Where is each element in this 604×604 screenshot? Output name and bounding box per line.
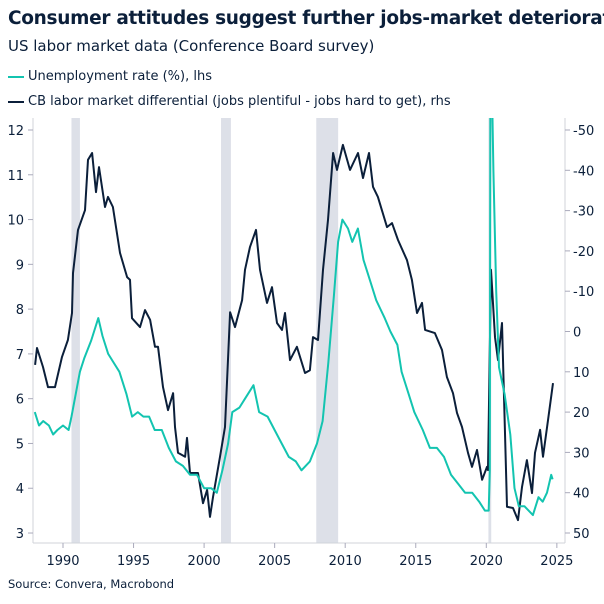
legend-label-unemployment: Unemployment rate (%), lhs xyxy=(28,69,212,84)
left-tick-label: 8 xyxy=(16,303,24,318)
recession-band xyxy=(71,118,80,543)
x-tick-label: 2020 xyxy=(470,554,503,569)
x-tick-label: 2005 xyxy=(258,554,291,569)
unemployment-rate-line xyxy=(33,118,554,517)
right-tick-label: 20 xyxy=(573,406,590,421)
legend-swatch-differential xyxy=(8,100,24,103)
x-tick-label: 2025 xyxy=(540,554,573,569)
x-tick-label: 1990 xyxy=(46,554,79,569)
right-tick-label: -50 xyxy=(573,124,594,139)
legend-label-differential: CB labor market differential (jobs plent… xyxy=(28,94,451,109)
left-tick-label: 4 xyxy=(16,482,24,497)
legend-item-differential: CB labor market differential (jobs plent… xyxy=(8,94,451,109)
right-tick-label: 30 xyxy=(573,446,590,461)
right-tick-label: 40 xyxy=(573,487,590,502)
right-tick-label: 0 xyxy=(573,326,581,341)
right-tick-label: -40 xyxy=(573,164,594,179)
left-tick-label: 3 xyxy=(16,527,24,542)
right-tick-label: 50 xyxy=(573,527,590,542)
right-tick-label: -20 xyxy=(573,245,594,260)
recession-band xyxy=(316,118,339,543)
x-tick-label: 2010 xyxy=(329,554,362,569)
recession-band xyxy=(221,118,231,543)
x-tick-label: 2000 xyxy=(188,554,221,569)
x-tick-label: 1995 xyxy=(117,554,150,569)
left-tick-label: 10 xyxy=(7,214,24,229)
left-tick-label: 11 xyxy=(7,169,24,184)
legend-swatch-unemployment xyxy=(8,75,24,78)
left-tick-label: 6 xyxy=(16,393,24,408)
chart-subtitle: US labor market data (Conference Board s… xyxy=(8,37,375,55)
labor-differential-line xyxy=(34,143,554,522)
right-tick-label: -10 xyxy=(573,285,594,300)
source-note: Source: Convera, Macrobond xyxy=(8,577,175,591)
left-tick-label: 12 xyxy=(7,124,24,139)
right-tick-label: -30 xyxy=(573,205,594,220)
right-tick-label: 10 xyxy=(573,366,590,381)
left-tick-label: 5 xyxy=(16,437,24,452)
x-tick-label: 2015 xyxy=(399,554,432,569)
left-tick-label: 9 xyxy=(16,258,24,273)
legend-item-unemployment: Unemployment rate (%), lhs xyxy=(8,69,212,84)
chart-title: Consumer attitudes suggest further jobs-… xyxy=(8,8,604,29)
left-tick-label: 7 xyxy=(16,348,24,363)
